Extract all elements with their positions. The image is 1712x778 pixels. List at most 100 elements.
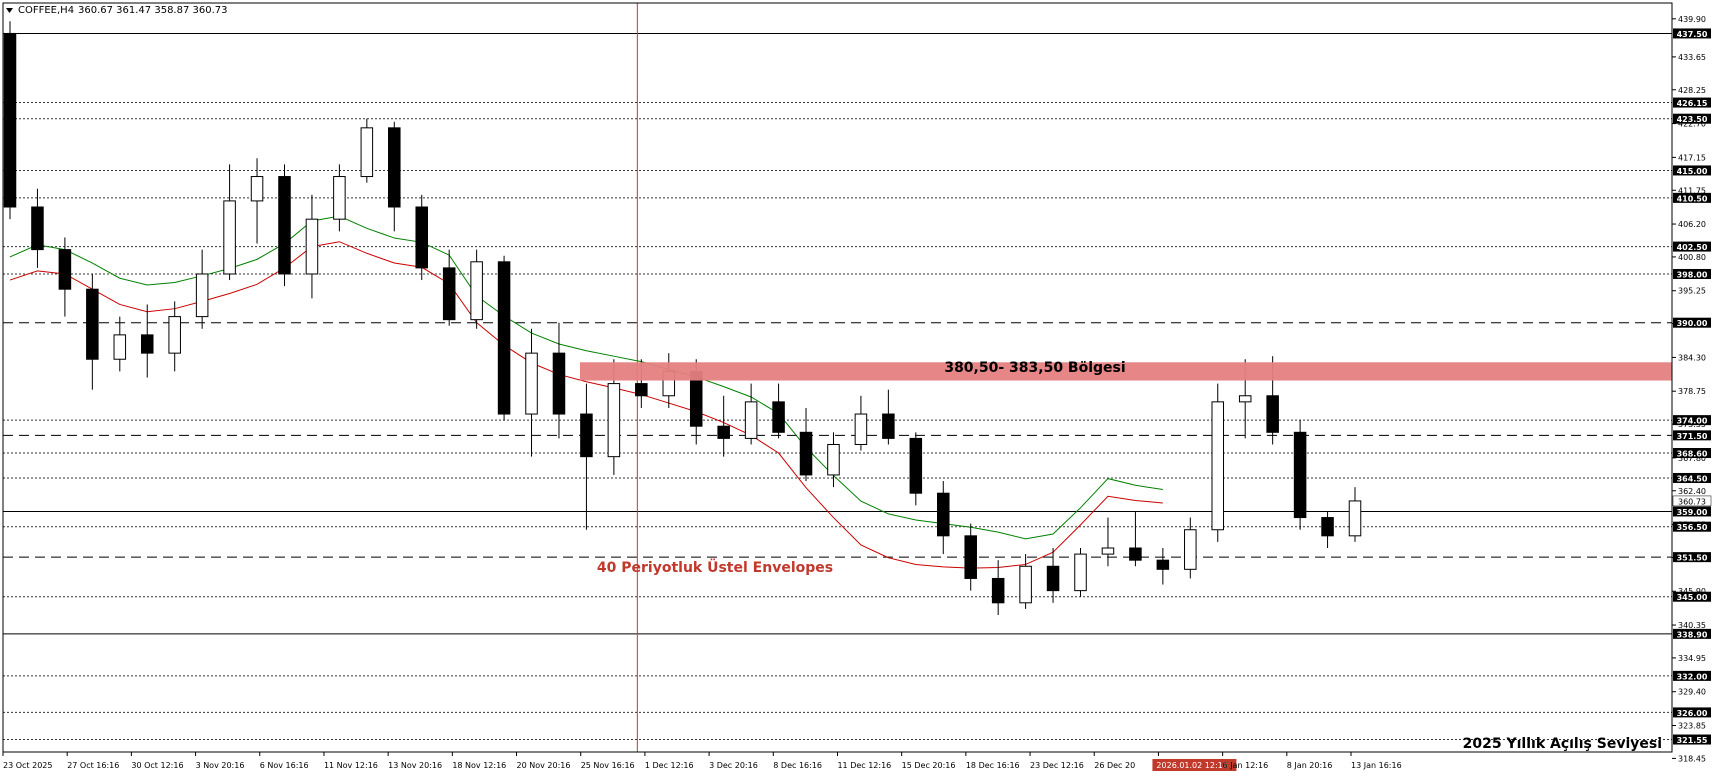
candle-body	[799, 431, 813, 476]
level-badge-label: 338.90	[1677, 630, 1708, 639]
candle-body	[223, 200, 236, 275]
level-badge	[1673, 430, 1711, 441]
level-badge	[1673, 113, 1711, 124]
price-tick-label: 400.80	[1678, 253, 1706, 262]
level-badge-label: 359.00	[1677, 508, 1708, 517]
price-tick-label: 395.25	[1678, 287, 1706, 296]
level-badge	[1673, 241, 1711, 252]
time-tick-label: 11 Nov 12:16	[324, 761, 378, 770]
level-badge-label: 423.50	[1677, 115, 1708, 124]
resistance-zone	[580, 362, 1672, 381]
candle-body	[1321, 517, 1334, 537]
level-badge-label: 332.00	[1677, 672, 1708, 681]
candle-body	[58, 249, 72, 290]
level-badge-label: 364.50	[1677, 474, 1708, 483]
level-badge-label: 368.60	[1677, 450, 1708, 459]
time-tick-label: 8 Dec 16:16	[773, 761, 822, 770]
candle-body	[86, 288, 99, 360]
candle-body	[717, 425, 730, 439]
time-tick-label: 8 Jan 20:16	[1287, 761, 1333, 770]
time-tick-label: 18 Nov 12:16	[452, 761, 506, 770]
level-badge-label: 371.50	[1677, 432, 1708, 441]
time-tick-label: 18 Dec 16:16	[966, 761, 1020, 770]
level-badge	[1673, 506, 1711, 517]
level-badge	[1673, 415, 1711, 426]
level-badge	[1673, 670, 1711, 681]
level-badge	[1673, 165, 1711, 176]
candle-body	[1348, 500, 1362, 537]
candle-body	[1184, 529, 1197, 570]
candle-body	[1293, 431, 1307, 519]
price-tick-label: 384.30	[1678, 353, 1706, 362]
candle-body	[168, 316, 181, 354]
time-tick-label: 15 Dec 20:16	[902, 761, 956, 770]
level-badge	[1673, 97, 1711, 108]
candle-body	[195, 273, 209, 318]
candle-body	[1156, 559, 1170, 570]
price-tick-label: 367.80	[1678, 454, 1706, 463]
level-badge-label: 326.00	[1677, 709, 1708, 718]
time-tick-label: 6 Nov 16:16	[260, 761, 309, 770]
level-badge-label: 321.55	[1677, 736, 1708, 745]
time-marker-badge	[1152, 759, 1237, 771]
symbol-label: COFFEE,H4	[18, 5, 74, 16]
time-tick-label: 13 Nov 20:16	[388, 761, 442, 770]
current-price-label: 360.73	[1678, 497, 1706, 506]
candle-body	[333, 176, 346, 220]
level-badge-label: 390.00	[1677, 319, 1708, 328]
level-badge-label: 374.00	[1677, 417, 1708, 426]
candle-body	[1019, 565, 1032, 604]
level-badge	[1673, 192, 1711, 203]
zone-label: 380,50- 383,50 Bölgesi	[944, 360, 1125, 376]
candle-body	[470, 261, 483, 321]
level-badge	[1673, 707, 1711, 718]
price-tick-label: 362.40	[1678, 487, 1706, 496]
time-tick-label: 23 Oct 2025	[3, 761, 52, 770]
price-tick-label: 378.75	[1678, 387, 1706, 396]
time-tick-label: 30 Oct 12:16	[131, 761, 183, 770]
time-tick-label: 25 Nov 16:16	[581, 761, 635, 770]
envelope-label: 40 Periyotluk Üstel Envelopes	[597, 558, 833, 576]
candle-body	[909, 437, 923, 494]
candle-body	[744, 401, 758, 439]
price-tick-label: 329.40	[1678, 688, 1706, 697]
candle-body	[140, 334, 154, 354]
price-tick-label: 439.90	[1678, 15, 1706, 24]
candle-body	[113, 334, 127, 360]
candle-body	[772, 401, 785, 433]
candle-body	[1129, 547, 1142, 561]
candle-body	[882, 413, 895, 439]
price-tick-label: 340.35	[1678, 621, 1706, 630]
menu-triangle-icon[interactable]	[6, 8, 13, 13]
candle-body	[3, 32, 17, 208]
candle-body	[580, 413, 593, 458]
candle-body	[827, 443, 840, 476]
candle-body	[278, 176, 291, 275]
candle-body	[442, 267, 456, 321]
price-tick-label: 318.45	[1678, 754, 1706, 763]
level-badge	[1673, 591, 1711, 602]
level-badge	[1673, 28, 1711, 39]
level-badge	[1673, 317, 1711, 328]
level-badge-label: 345.00	[1677, 593, 1708, 602]
price-tick-label: 334.95	[1678, 654, 1706, 663]
candle-body	[305, 218, 319, 275]
price-tick-label: 422.70	[1678, 120, 1706, 129]
level-badge	[1673, 734, 1711, 745]
candle-body	[1074, 553, 1087, 592]
candle-body	[991, 577, 1005, 604]
level-badge-label: 402.50	[1677, 243, 1708, 252]
level-badge	[1673, 268, 1711, 279]
price-tick-label: 411.75	[1678, 186, 1706, 195]
level-badge-label: 415.00	[1677, 167, 1708, 176]
level-badge-label: 351.50	[1677, 554, 1708, 563]
time-tick-label: 6 Jan 12:16	[1223, 761, 1269, 770]
candle-body	[1211, 401, 1225, 531]
price-tick-label: 433.65	[1678, 53, 1706, 62]
level-badge-label: 426.15	[1677, 99, 1708, 108]
time-tick-label: 27 Oct 16:16	[67, 761, 119, 770]
level-badge	[1673, 448, 1711, 459]
time-tick-label: 23 Dec 12:16	[1030, 761, 1084, 770]
time-tick-label: 20 Nov 20:16	[517, 761, 571, 770]
